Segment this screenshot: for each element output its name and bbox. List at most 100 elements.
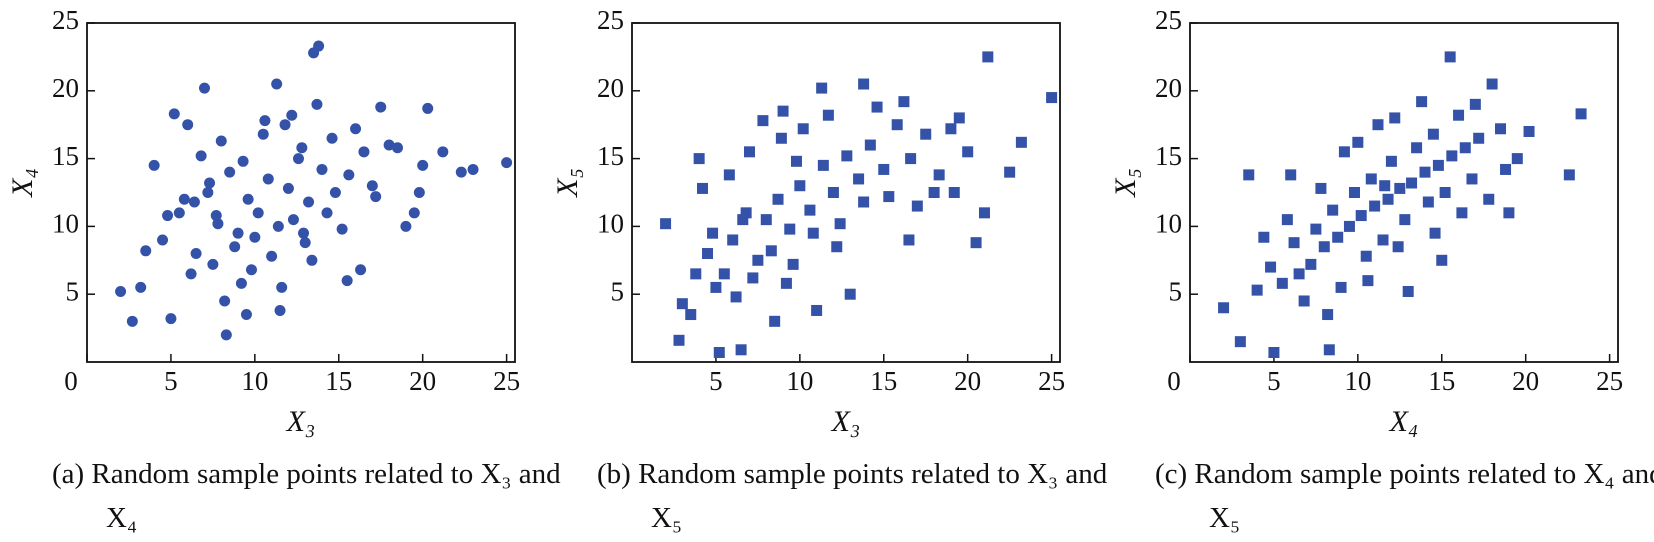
point (257, 128, 269, 140)
point (723, 169, 735, 181)
point (769, 315, 781, 327)
point (286, 109, 298, 121)
point (1327, 204, 1339, 216)
point (467, 163, 479, 175)
point (737, 214, 749, 226)
point (207, 258, 219, 270)
x-tick-label: 15 (870, 366, 897, 396)
point (168, 108, 180, 120)
point (135, 281, 147, 293)
point (878, 163, 890, 175)
point (794, 180, 806, 192)
point (1372, 119, 1384, 131)
point (1377, 234, 1389, 246)
point (853, 173, 865, 185)
point (140, 245, 152, 257)
point (306, 254, 318, 266)
point (1402, 285, 1414, 297)
point (1348, 187, 1360, 198)
point (903, 234, 915, 246)
point (210, 210, 222, 222)
y-tick-label: 20 (597, 73, 624, 103)
plot-frame (1189, 22, 1619, 363)
point (911, 200, 923, 212)
point (162, 210, 174, 222)
point (1563, 169, 1575, 181)
point (1288, 237, 1300, 249)
y-tick-label: 15 (1155, 141, 1182, 171)
point (784, 223, 796, 235)
point (245, 264, 257, 276)
point (1385, 155, 1397, 167)
point (1352, 136, 1364, 148)
point (1362, 275, 1374, 287)
point (1511, 153, 1523, 165)
point (1343, 220, 1355, 232)
x-tick-label: 5 (1267, 366, 1281, 396)
point (303, 196, 315, 208)
point (350, 123, 362, 135)
y-axis-label: X₅ (551, 168, 584, 198)
point (417, 159, 429, 171)
point (1276, 277, 1288, 289)
point (1258, 231, 1270, 243)
y-axis-label: X₄ (6, 168, 39, 198)
point (1444, 51, 1456, 63)
point (455, 166, 467, 178)
point (375, 101, 387, 113)
point (1483, 193, 1495, 205)
point (790, 155, 802, 167)
point (772, 193, 784, 205)
point (229, 241, 241, 253)
y-tick-label: 25 (1155, 5, 1182, 35)
x-tick-label: 10 (786, 366, 813, 396)
x-tick-label: 10 (241, 366, 268, 396)
x-tick-label: 5 (709, 366, 723, 396)
point (219, 295, 231, 307)
point (1575, 108, 1587, 120)
x-tick-label: 10 (1344, 366, 1371, 396)
point (413, 187, 425, 198)
point (777, 105, 789, 117)
point (235, 277, 247, 289)
y-tick-label: 5 (1169, 276, 1183, 306)
point (173, 207, 185, 219)
point (883, 191, 895, 203)
point (713, 347, 725, 359)
point (276, 281, 288, 293)
point (336, 223, 348, 235)
point (827, 187, 839, 198)
x-axis-label: X₄ (1389, 405, 1419, 438)
point (240, 309, 252, 321)
x-tick-label: 20 (954, 366, 981, 396)
point (185, 268, 197, 280)
point (710, 281, 722, 293)
point (685, 309, 697, 321)
point (1015, 136, 1027, 148)
point (1338, 146, 1350, 158)
point (370, 191, 382, 203)
point (1218, 302, 1230, 314)
point (948, 187, 960, 198)
point (311, 98, 323, 110)
point (204, 177, 216, 189)
y-tick-label: 5 (611, 276, 625, 306)
point (299, 237, 311, 249)
plot-frame (86, 22, 516, 363)
point (220, 329, 232, 341)
point (747, 272, 759, 284)
point (1305, 258, 1317, 270)
point (693, 153, 705, 165)
y-tick-label: 20 (52, 73, 79, 103)
point (743, 146, 755, 158)
point (266, 250, 278, 262)
point (1416, 96, 1428, 108)
point (329, 187, 341, 198)
point (408, 207, 420, 219)
point (292, 153, 304, 165)
point (727, 234, 739, 246)
point (1335, 281, 1347, 293)
point (797, 123, 809, 135)
point (1369, 200, 1381, 212)
